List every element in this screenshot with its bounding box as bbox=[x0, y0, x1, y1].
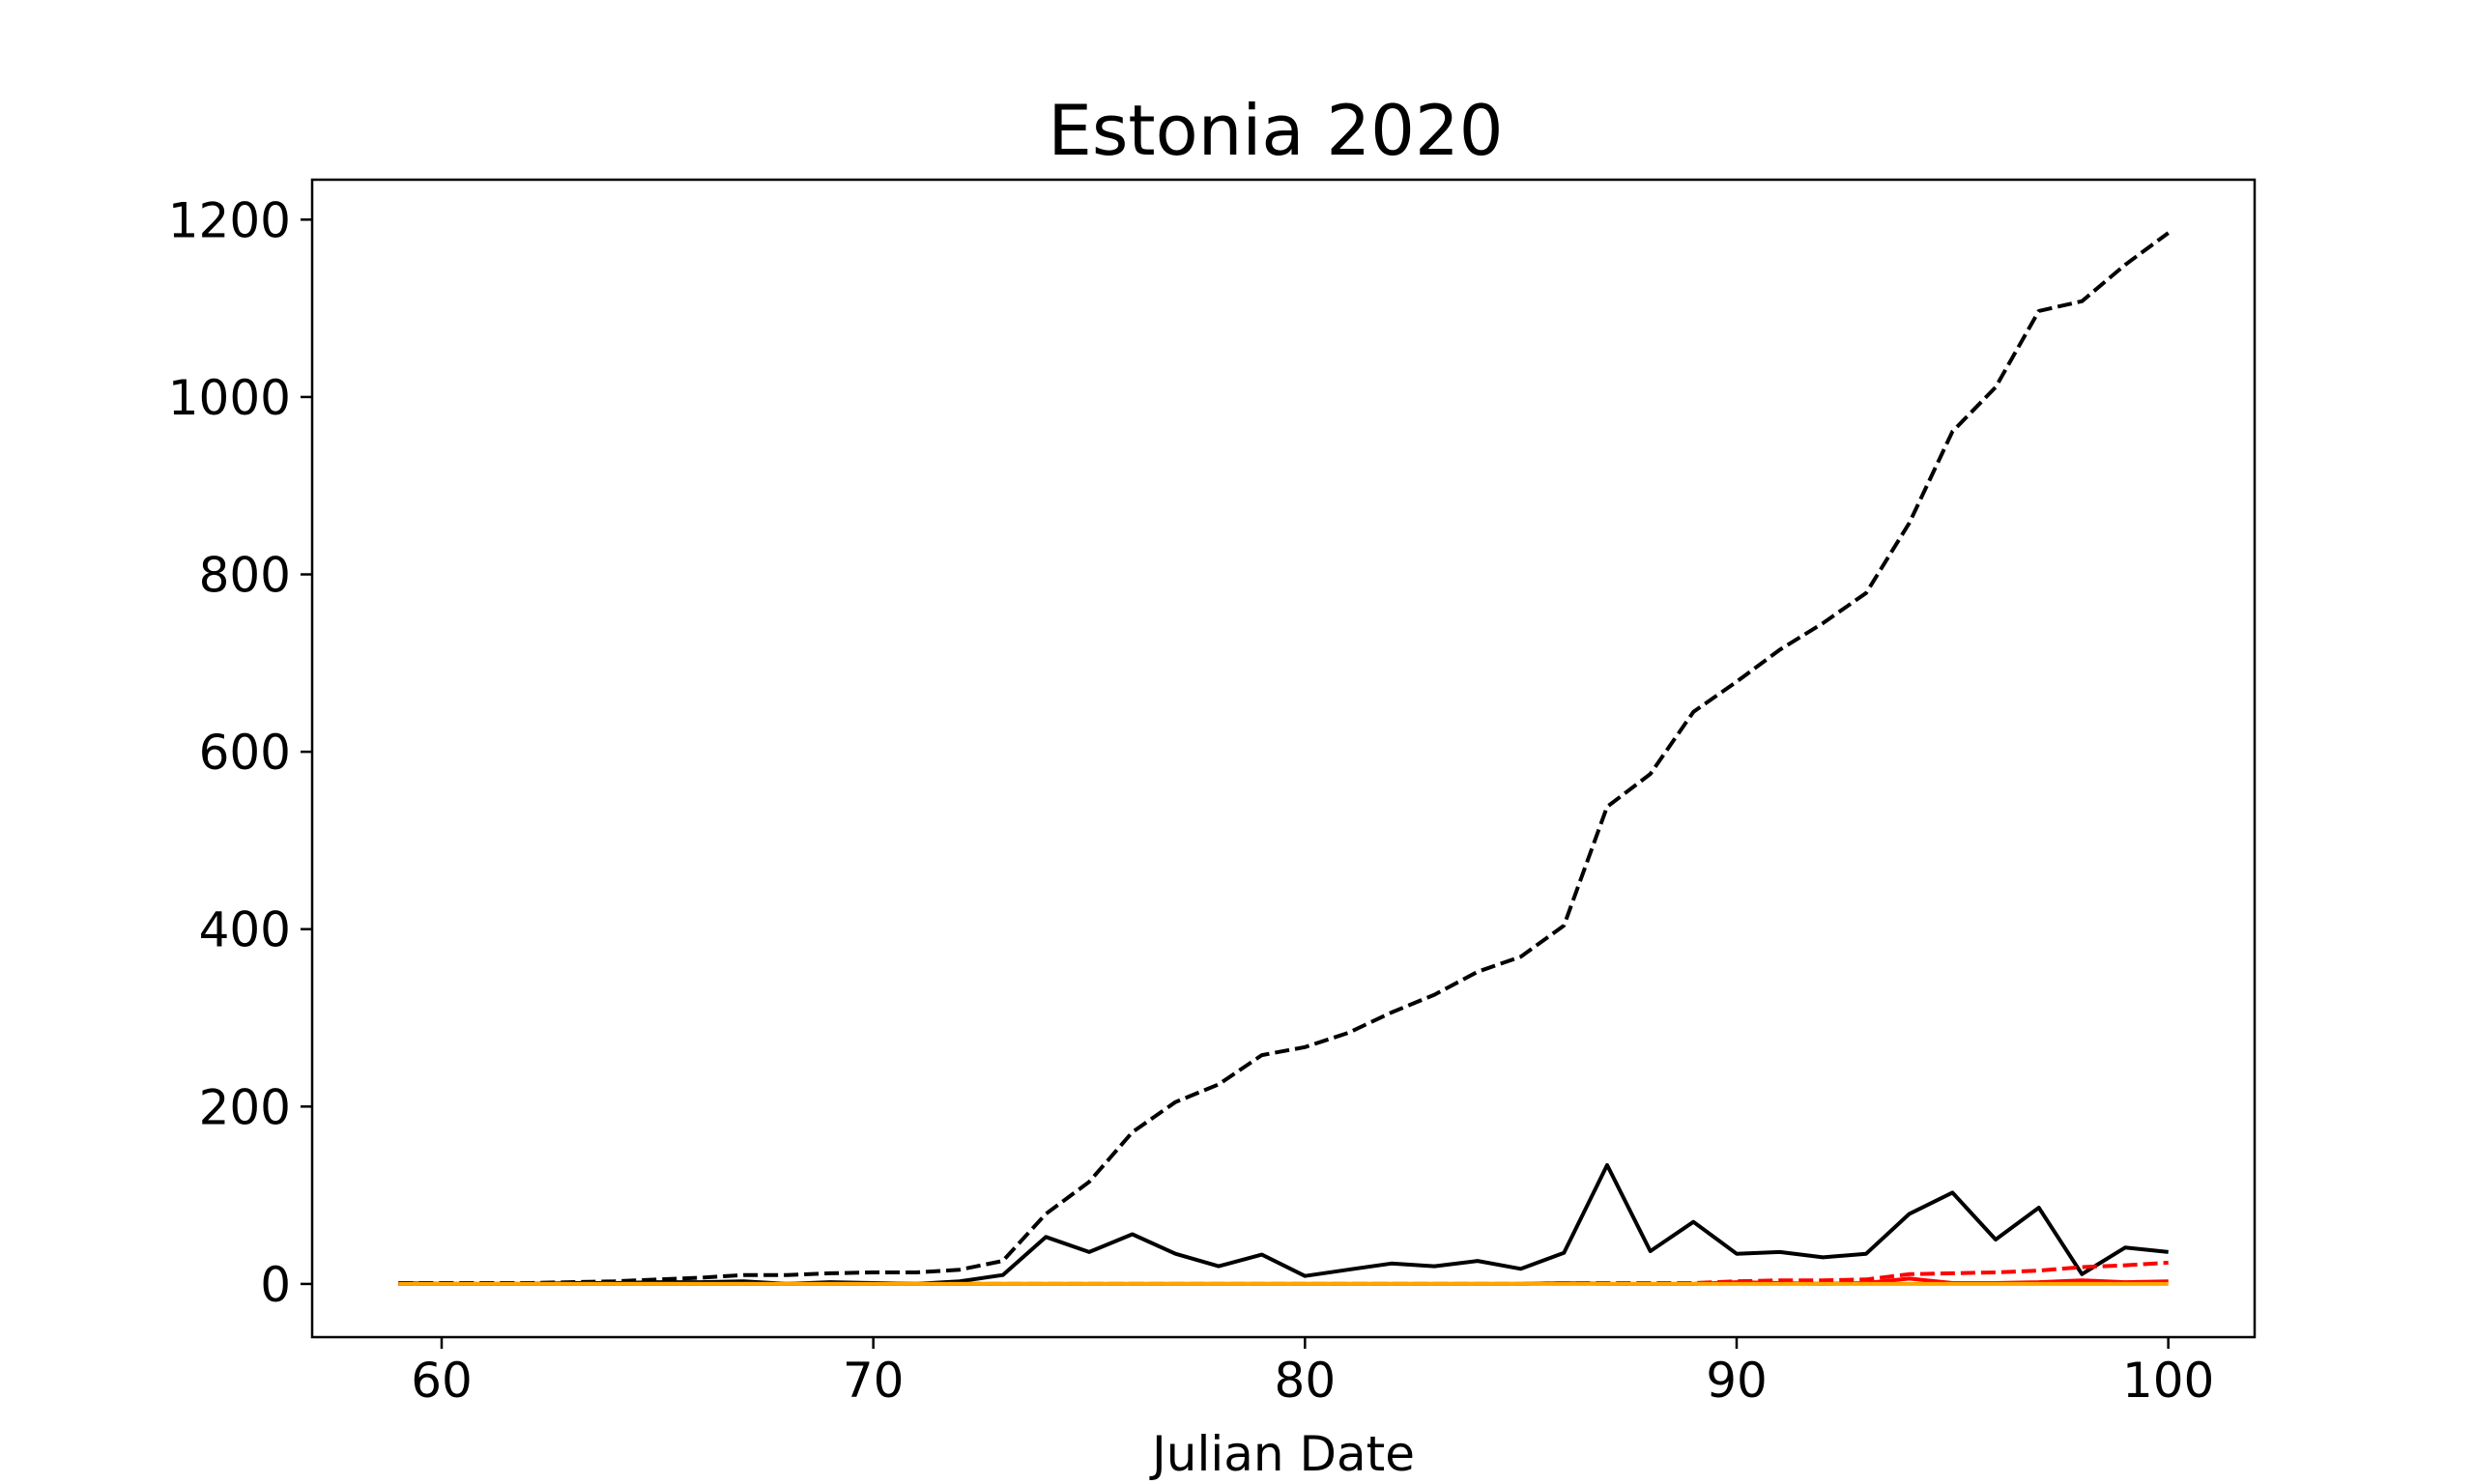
y-tick-label: 800 bbox=[199, 548, 291, 604]
y-tick-label: 200 bbox=[199, 1079, 291, 1135]
x-tick-label: 80 bbox=[1275, 1353, 1337, 1409]
series-line-1 bbox=[398, 231, 2170, 1285]
y-tick-label: 0 bbox=[260, 1257, 291, 1313]
plot-frame bbox=[310, 178, 2257, 1339]
x-tick-label: 70 bbox=[843, 1353, 905, 1409]
series-line-2 bbox=[398, 1162, 2169, 1286]
x-tick-label: 60 bbox=[411, 1353, 473, 1409]
y-tick-label: 400 bbox=[199, 902, 291, 958]
chart-title: Estonia 2020 bbox=[1048, 90, 1503, 171]
y-axis: 0 200 400 600 800 1000 1200 bbox=[168, 192, 312, 1313]
y-tick-label: 600 bbox=[199, 725, 291, 781]
x-axis: 60 70 80 90 100 bbox=[411, 1337, 2214, 1409]
y-tick-label: 1200 bbox=[168, 192, 291, 248]
x-tick-label: 90 bbox=[1706, 1353, 1768, 1409]
x-axis-label: Julian Date bbox=[1149, 1426, 1415, 1482]
series-layer bbox=[398, 231, 2170, 1286]
x-tick-label: 100 bbox=[2122, 1353, 2214, 1409]
y-tick-label: 1000 bbox=[168, 370, 291, 426]
